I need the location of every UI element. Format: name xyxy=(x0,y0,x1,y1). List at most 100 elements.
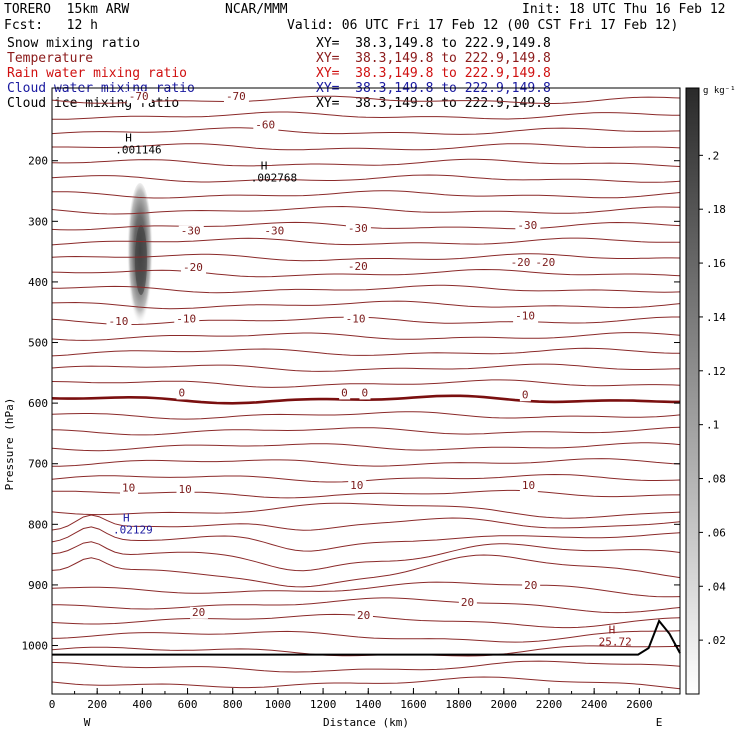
contour-label: -20 xyxy=(183,261,203,274)
contour-label-bg xyxy=(339,387,351,400)
temperature-contour xyxy=(52,541,680,572)
temperature-contour xyxy=(52,630,680,643)
colorbar-tick-label: .06 xyxy=(706,526,726,539)
x-tick-label: 1800 xyxy=(445,698,472,711)
field-snow: Snow mixing ratio xyxy=(7,36,141,51)
contour-label-bg xyxy=(120,482,139,495)
colorbar-tick-label: .14 xyxy=(706,311,726,324)
temperature-contour xyxy=(52,526,680,552)
x-tick-label: 2600 xyxy=(626,698,653,711)
terrain-surface xyxy=(52,619,681,656)
y-tick-label: 600 xyxy=(28,397,48,410)
org-label: NCAR/MMM xyxy=(225,2,288,17)
xy-range-cloud-ice: XY= 38.3,149.8 to 222.9,149.8 xyxy=(316,96,551,111)
contour-label-bg xyxy=(174,313,200,326)
x-tick-label: 2200 xyxy=(536,698,563,711)
y-tick-label: 800 xyxy=(28,518,48,531)
contour-label-bg xyxy=(508,257,534,270)
contour-label: -30 xyxy=(264,225,284,238)
x-tick-label: 200 xyxy=(87,698,107,711)
temperature-contour xyxy=(52,237,680,246)
temperature-contour xyxy=(52,127,680,135)
temperature-contour xyxy=(52,379,680,388)
contour-label-bg xyxy=(458,597,477,610)
colorbar-tick-label: .1 xyxy=(706,419,719,432)
x-tick-label: 2400 xyxy=(581,698,608,711)
x-tick-label: 1000 xyxy=(265,698,292,711)
contour-label-bg xyxy=(345,223,371,236)
temperature-contour xyxy=(52,489,680,499)
y-tick-label: 400 xyxy=(28,276,48,289)
contour-label: -10 xyxy=(515,309,535,322)
y-tick-label: 900 xyxy=(28,579,48,592)
x-tick-label: 0 xyxy=(49,698,56,711)
contour-label: -10 xyxy=(346,313,366,326)
contour-label: -20 xyxy=(511,256,531,269)
east-label: E xyxy=(656,716,663,729)
temperature-contour xyxy=(52,95,680,104)
x-tick-label: 400 xyxy=(132,698,152,711)
temperature-contour xyxy=(52,284,680,294)
valid-time: Valid: 06 UTC Fri 17 Feb 12 (00 CST Fri … xyxy=(287,18,679,33)
contour-label-bg xyxy=(359,387,371,400)
temperature-contour xyxy=(52,332,680,341)
xy-range-snow: XY= 38.3,149.8 to 222.9,149.8 xyxy=(316,36,551,51)
temperature-contour xyxy=(52,554,680,588)
model-title: TORERO 15km ARW xyxy=(4,2,130,17)
contour-label: 0 xyxy=(341,386,348,399)
contour-label: -60 xyxy=(255,119,275,132)
contour-label: -10 xyxy=(108,315,128,328)
x-tick-label: 1200 xyxy=(310,698,337,711)
contour-label-bg xyxy=(126,91,152,104)
extremum-value: .001146 xyxy=(115,143,161,156)
contour-label: -30 xyxy=(348,222,368,235)
xy-range-rain: XY= 38.3,149.8 to 222.9,149.8 xyxy=(316,66,551,81)
contour-label-bg xyxy=(181,262,207,275)
temperature-contour xyxy=(52,676,680,690)
contour-label: -30 xyxy=(181,225,201,238)
y-tick-label: 700 xyxy=(28,458,48,471)
temperature-contour xyxy=(52,111,680,120)
contour-label-bg xyxy=(345,260,371,273)
colorbar-tick-label: .08 xyxy=(706,473,726,486)
x-tick-label: 800 xyxy=(223,698,243,711)
temperature-contour xyxy=(52,458,680,467)
contour-label-bg xyxy=(354,609,373,622)
contour-label: -30 xyxy=(517,219,537,232)
west-label: W xyxy=(84,716,91,729)
temperature-contour xyxy=(52,411,680,420)
temperature-contour xyxy=(52,502,680,519)
temperature-contour xyxy=(52,253,680,262)
contour-label: -70 xyxy=(226,90,246,103)
contour-label: -10 xyxy=(176,313,196,326)
temperature-contour xyxy=(52,514,680,531)
temperature-contour xyxy=(52,143,680,151)
contour-label: 0 xyxy=(361,386,368,399)
temperature-contour xyxy=(52,363,680,372)
init-time: Init: 18 UTC Thu 16 Feb 12 xyxy=(522,2,726,17)
extremum-value: .002768 xyxy=(251,171,297,184)
contour-label-bg xyxy=(190,606,209,619)
contour-label-bg xyxy=(223,91,249,104)
contour-label: -20 xyxy=(348,260,368,273)
contour-label-bg xyxy=(348,480,367,493)
colorbar-tick-label: .04 xyxy=(706,580,726,593)
x-tick-label: 1600 xyxy=(400,698,427,711)
contour-label-bg xyxy=(262,225,288,238)
colorbar-tick-label: .18 xyxy=(706,203,726,216)
field-temperature: Temperature xyxy=(7,51,94,66)
temperature-contour xyxy=(52,597,680,614)
contour-label-bg xyxy=(519,389,531,402)
x-axis-title: Distance (km) xyxy=(323,716,409,729)
contour-label-bg xyxy=(515,220,541,233)
colorbar xyxy=(685,87,700,695)
temperature-contour xyxy=(52,581,680,598)
forecast-hour: Fcst: 12 h xyxy=(4,18,98,33)
colorbar-units: g kg⁻¹ xyxy=(703,86,736,96)
contour-label-bg xyxy=(253,119,279,132)
temperature-contour xyxy=(52,190,680,199)
contour-label: 0 xyxy=(179,386,186,399)
extremum-high-marker: H xyxy=(261,159,268,172)
contour-label: 10 xyxy=(122,482,135,495)
